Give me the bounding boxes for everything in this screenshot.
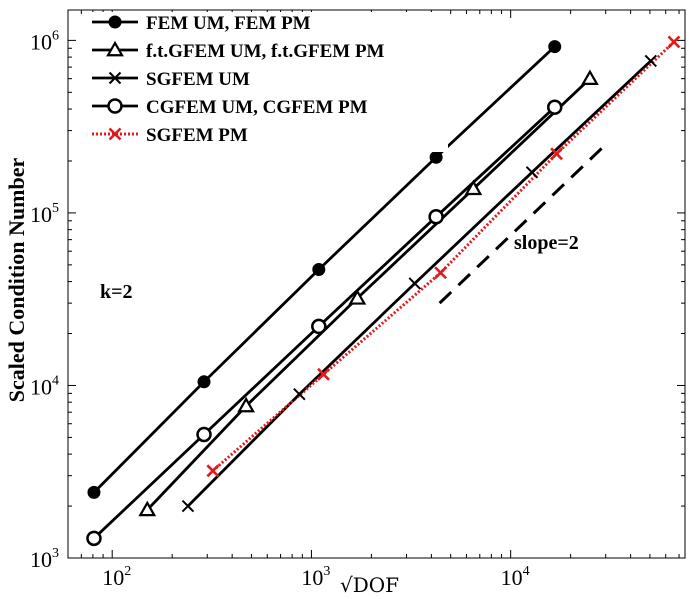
legend-label-4: CGFEM UM, CGFEM PM <box>146 97 368 118</box>
y-axis-label: Scaled Condition Number <box>4 158 29 403</box>
series-3-point <box>525 166 539 179</box>
series-2-point <box>237 396 255 413</box>
series-1-point <box>87 485 101 499</box>
series-3-point <box>181 499 195 513</box>
series-4-point <box>428 209 444 225</box>
x-tick-labels: 102 103 104 <box>102 564 529 590</box>
x-tick-label: 104 <box>501 564 530 590</box>
legend-marker-5 <box>108 127 122 141</box>
y-tick-labels: 103 104 105 106 <box>30 28 59 572</box>
series-4-point <box>546 99 563 115</box>
legend-marker-4 <box>107 98 123 114</box>
series-2-point <box>464 179 483 196</box>
series-markers <box>86 35 681 547</box>
series-5-point <box>206 464 220 478</box>
legend-marker-1 <box>108 15 122 29</box>
legend-label-1: FEM UM, FEM PM <box>146 13 311 34</box>
legend-marker-2 <box>106 40 124 57</box>
series-1-point <box>429 150 443 164</box>
series-1-point <box>312 262 326 276</box>
series-2-point <box>348 289 367 305</box>
legend-box <box>88 12 448 152</box>
x-axis-label: √DOF <box>340 573 399 597</box>
y-tick-label: 106 <box>30 28 59 54</box>
slope-reference-line <box>438 146 604 305</box>
y-tick-label: 103 <box>30 546 59 572</box>
legend-items: FEM UM, FEM PM f.t.GFEM UM, f.t.GFEM PM SG… <box>92 13 385 146</box>
legend-label-2: f.t.GFEM UM, f.t.GFEM PM <box>146 41 385 62</box>
series-4-point <box>311 318 327 335</box>
k-label: k=2 <box>100 281 133 303</box>
x-tick-label: 102 <box>102 564 131 590</box>
series-5-point <box>550 147 563 161</box>
legend-label-5: SGFEM PM <box>146 125 248 146</box>
series-5-point <box>317 367 330 381</box>
x-tick-label: 103 <box>301 564 330 590</box>
legend-label-3: SGFEM UM <box>146 69 250 90</box>
y-tick-label: 105 <box>30 201 59 227</box>
series-3-point <box>644 54 657 68</box>
series-4-point <box>86 530 102 547</box>
series-4-point <box>196 426 212 443</box>
series-5-point <box>434 266 448 280</box>
slope-label: slope=2 <box>514 232 579 254</box>
series-1-point <box>548 40 562 54</box>
series-2-point <box>581 69 599 86</box>
reference-slope-line <box>438 146 604 305</box>
legend-marker-3 <box>108 71 122 85</box>
series-2-point <box>138 500 157 517</box>
legend: FEM UM, FEM PM f.t.GFEM UM, f.t.GFEM PM SG… <box>88 12 448 152</box>
y-tick-label: 104 <box>30 373 59 399</box>
series-3-point <box>293 387 306 401</box>
series-5-point <box>667 35 681 49</box>
series-3-point <box>408 277 421 290</box>
series-1-point <box>197 375 211 389</box>
